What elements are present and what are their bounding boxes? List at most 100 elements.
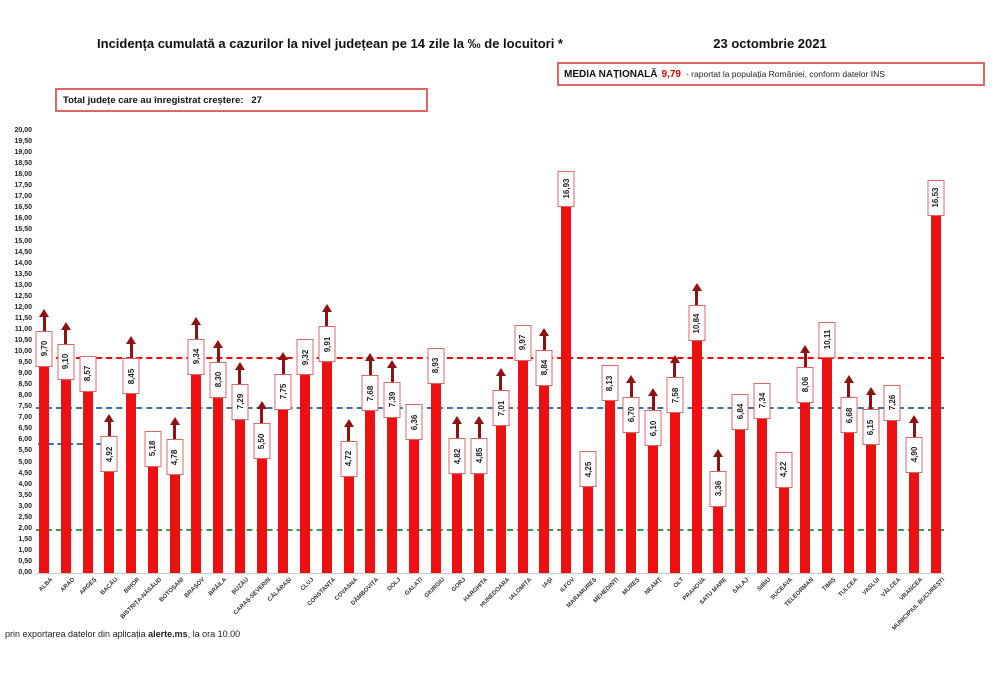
chart-title: Incidența cumulată a cazurilor la nivel …	[97, 36, 563, 51]
value-label: 4,78	[166, 439, 184, 476]
y-tick-label: 1,50	[18, 535, 32, 543]
value-label: 10,84	[688, 305, 706, 342]
value-label: 7,26	[883, 384, 901, 421]
x-tick-county-label: BRAȘOV	[184, 577, 207, 600]
x-tick-county-label: COVASNA	[333, 577, 359, 603]
bar-group-arad: 9,10	[55, 131, 77, 573]
bar	[495, 418, 506, 573]
x-tick-county-label: HUNEDOARA	[479, 577, 512, 609]
bar-group-vrancea: 4,90	[903, 131, 925, 573]
y-tick-label: 6,00	[18, 436, 32, 444]
increase-arrow-icon	[865, 387, 876, 410]
y-tick-label: 10,50	[14, 336, 32, 344]
bar	[713, 498, 724, 573]
x-tick-county-label: VASLUI	[861, 577, 881, 597]
x-tick-county-label: BIHOR	[123, 577, 142, 595]
x-tick-county-label: MUNICIPIUL BUCUREȘTI	[891, 577, 947, 632]
national-average-value: 9,79	[661, 68, 681, 80]
value-label: 4,82	[448, 438, 466, 475]
value-label: 8,84	[535, 349, 553, 386]
x-tick-county-label: VRANCEA	[899, 577, 925, 603]
y-tick-label: 11,00	[14, 325, 32, 333]
national-average-box: MEDIA NAȚIONALĂ 9,79 - raportat la popul…	[557, 62, 985, 86]
bar	[474, 465, 485, 573]
y-tick-label: 7,00	[18, 414, 32, 422]
x-tick-county-label: ILFOV	[559, 577, 577, 594]
bar-group-buz-u: 7,29	[229, 131, 251, 573]
bar-group-giurgiu: 8,93	[425, 131, 447, 573]
y-tick-label: 19,50	[14, 138, 32, 146]
total-increase-label: Total județe care au înregistrat creșter…	[63, 94, 244, 106]
bar-group-bihor: 8,45	[120, 131, 142, 573]
value-label: 6,15	[862, 409, 880, 446]
value-label: 6,36	[405, 404, 423, 441]
increase-arrow-icon	[213, 339, 224, 362]
bar-group-br-ila: 8,30	[207, 131, 229, 573]
bar	[865, 437, 876, 573]
bar-group-v-lcea: 7,26	[881, 131, 903, 573]
value-label: 9,70	[35, 330, 53, 367]
bar	[104, 464, 115, 573]
bar-group-ialomi-a: 9,97	[512, 131, 534, 573]
bar-group-teleorman: 8,06	[794, 131, 816, 573]
y-tick-label: 11,50	[14, 314, 32, 322]
x-tick-county-label: BUZĂU	[230, 577, 251, 597]
bar	[169, 467, 180, 573]
increase-arrow-icon	[909, 414, 920, 437]
x-tick-county-label: SATU MARE	[699, 577, 729, 607]
bar-group-mehedin-i: 8,13	[599, 131, 621, 573]
bar-group-boto-ani: 4,78	[164, 131, 186, 573]
increase-arrow-icon	[343, 418, 354, 441]
y-tick-label: 15,50	[14, 226, 32, 234]
value-label: 7,75	[274, 373, 292, 410]
bar	[561, 198, 572, 573]
increase-arrow-icon	[452, 416, 463, 439]
value-label: 7,39	[383, 381, 401, 418]
bar	[343, 468, 354, 573]
x-tick-county-label: GIURGIU	[423, 577, 446, 600]
value-label: 5,50	[253, 423, 271, 460]
bar	[278, 401, 289, 573]
bar	[191, 366, 202, 573]
bar	[735, 421, 746, 573]
bar	[691, 333, 702, 573]
y-tick-label: 14,50	[14, 248, 32, 256]
y-tick-label: 16,50	[14, 204, 32, 212]
bar	[321, 354, 332, 573]
bar-group-vaslui: 6,15	[860, 131, 882, 573]
total-increase-box: Total județe care au înregistrat creșter…	[55, 88, 428, 112]
x-tick-county-label: SIBIU	[756, 577, 773, 593]
x-tick-county-label: GALAȚI	[404, 577, 425, 598]
y-tick-label: 2,50	[18, 513, 32, 521]
x-tick-county-label: MUREȘ	[622, 577, 642, 597]
x-tick-county-label: NEAMȚ	[644, 577, 664, 597]
y-tick-label: 3,50	[18, 491, 32, 499]
bar	[887, 412, 898, 573]
y-tick-label: 10,00	[14, 348, 32, 355]
value-label: 16,53	[927, 179, 945, 216]
x-tick-county-label: PRAHOVA	[681, 577, 707, 603]
footer-app-name: alerte.ms	[148, 629, 188, 639]
x-tick-county-label: BRĂILA	[208, 577, 229, 598]
footer-note: prin exportarea datelor din aplicația al…	[5, 629, 240, 639]
increase-arrow-icon	[800, 344, 811, 367]
increase-arrow-icon	[278, 351, 289, 374]
value-label: 7,29	[231, 383, 249, 420]
y-tick-label: 4,50	[18, 469, 32, 477]
bar	[452, 466, 463, 573]
bar-group-cara-severin: 5,50	[251, 131, 273, 573]
bar-group-timi-: 10,11	[816, 131, 838, 573]
bar-group-covasna: 4,72	[338, 131, 360, 573]
increase-arrow-icon	[191, 316, 202, 339]
y-tick-label: 20,00	[14, 127, 32, 134]
value-label: 8,06	[796, 366, 814, 403]
increase-arrow-icon	[648, 388, 659, 411]
bar	[539, 377, 550, 573]
y-tick-label: 5,00	[18, 458, 32, 466]
x-tick-county-label: IALOMIȚA	[508, 577, 533, 602]
x-tick-county-label: VÂLCEA	[881, 577, 903, 599]
value-label: 7,68	[361, 375, 379, 412]
report-date: 23 octombrie 2021	[713, 36, 827, 51]
bar-group-gala-i: 6,36	[403, 131, 425, 573]
